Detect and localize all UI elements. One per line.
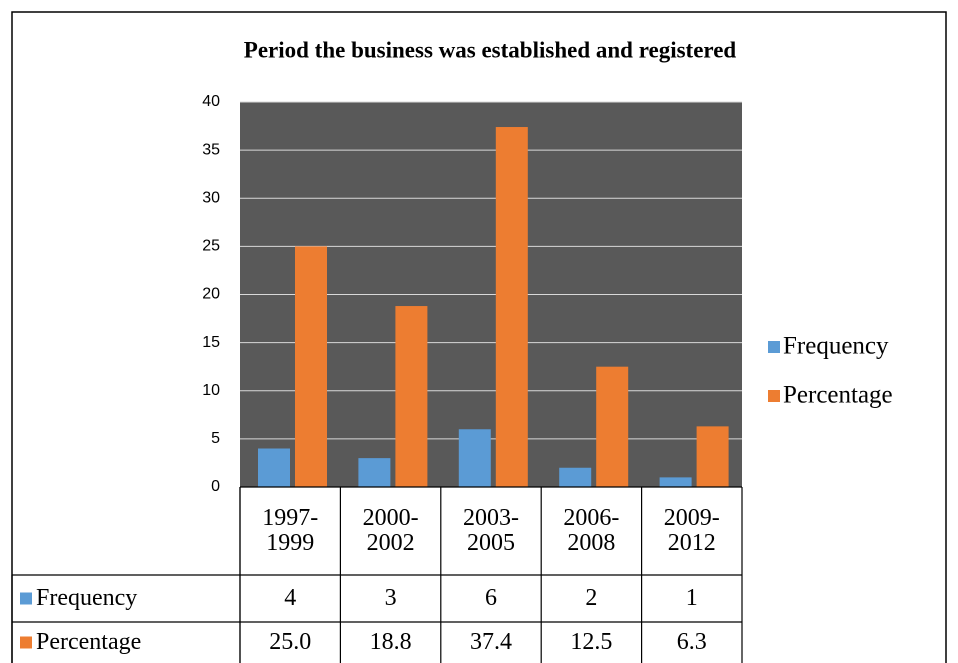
table-value: 1	[642, 575, 742, 622]
x-tick-label-text: 1997-1999	[262, 504, 319, 556]
table-value-text: 2	[585, 584, 598, 611]
table-row-label: Frequency	[36, 585, 137, 611]
table-value: 37.4	[441, 622, 541, 663]
table-value-text: 12.5	[570, 628, 613, 655]
legend-label: Percentage	[783, 382, 893, 409]
x-tick-label-text: 2006-2008	[563, 504, 620, 556]
x-tick-label: 1997-1999	[240, 487, 340, 575]
bar	[596, 366, 629, 487]
y-tick-label: 5	[211, 430, 220, 447]
x-tick-label: 2009-2012	[642, 487, 742, 575]
table-value-text: 25.0	[269, 628, 312, 655]
table-value-text: 3	[384, 584, 397, 611]
x-tick-label-text: 2003-2005	[462, 504, 519, 556]
table-value: 12.5	[541, 622, 641, 663]
table-value-text: 6.3	[676, 628, 707, 655]
table-legend-key	[20, 636, 32, 649]
x-tick-label: 2000-2002	[340, 487, 440, 575]
table-value-text: 6	[484, 584, 497, 611]
table-value: 2	[541, 575, 641, 622]
y-tick-label: 10	[202, 382, 220, 399]
chart-title: Period the business was established and …	[244, 37, 737, 62]
table-value-text: 18.8	[369, 628, 412, 655]
table-value: 4	[240, 575, 340, 622]
legend-label: Frequency	[783, 333, 889, 360]
table-value: 18.8	[340, 622, 440, 663]
bar	[358, 458, 391, 487]
x-tick-label: 2006-2008	[541, 487, 641, 575]
x-tick-label-text: 2009-2012	[663, 504, 720, 556]
table-value: 25.0	[240, 622, 340, 663]
table-value-text: 1	[685, 584, 698, 611]
table-value: 6	[441, 575, 541, 622]
y-tick-label: 20	[202, 286, 220, 303]
table-legend-key	[20, 592, 32, 605]
bar	[559, 467, 592, 487]
table-value: 3	[340, 575, 440, 622]
y-tick-label: 0	[211, 478, 220, 495]
table-value: 6.3	[642, 622, 742, 663]
y-tick-label: 30	[202, 189, 220, 206]
legend-key	[768, 390, 780, 402]
chart-border	[11, 11, 947, 663]
bar	[258, 448, 290, 487]
y-tick-label: 40	[202, 93, 220, 110]
table-value-text: 37.4	[469, 628, 512, 655]
x-tick-label: 2003-2005	[441, 487, 541, 575]
bar	[696, 426, 729, 487]
table-value-text: 4	[284, 584, 297, 611]
y-tick-label: 35	[202, 141, 220, 158]
table-row-label: Percentage	[36, 629, 141, 655]
x-tick-label-text: 2000-2002	[362, 504, 419, 556]
bar	[495, 127, 528, 488]
y-tick-label: 25	[202, 238, 220, 255]
bar	[295, 246, 327, 487]
bar	[659, 477, 692, 487]
y-tick-label: 15	[202, 334, 220, 351]
bar	[458, 429, 491, 487]
legend-key	[768, 341, 780, 353]
bar	[395, 306, 428, 487]
